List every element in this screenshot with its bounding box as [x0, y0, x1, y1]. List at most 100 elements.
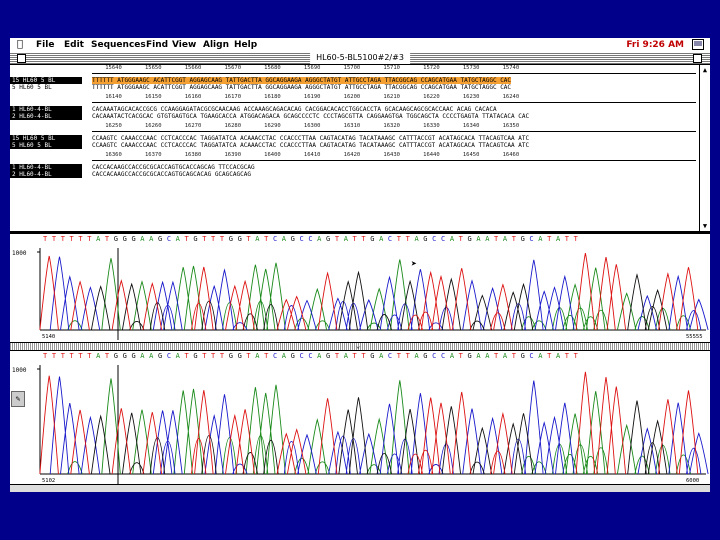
base-call: A [149, 352, 158, 360]
zoom-box-icon[interactable] [693, 54, 702, 63]
base-call: A [175, 352, 185, 360]
base-call: C [308, 352, 318, 360]
base-call: T [564, 235, 574, 243]
base-call: G [157, 235, 167, 243]
base-call: T [264, 235, 273, 243]
alignment-scrollbar[interactable]: ▲ ▼ [699, 65, 710, 231]
base-call: C [432, 352, 441, 360]
base-call: G [423, 235, 433, 243]
sequence-row[interactable]: CCAAGTC CAAACCCAAC CCTCACCCAC TAGGATATCA… [92, 142, 530, 149]
sequence-name[interactable]: 5 HL60 5 BL [12, 84, 52, 91]
position-ruler: 16360 16370 16380 16390 16400 16410 1642… [92, 152, 520, 158]
base-call: T [202, 235, 212, 243]
base-call: A [555, 235, 565, 243]
scroll-up-arrow-icon[interactable]: ▲ [702, 66, 708, 74]
base-call: G [131, 352, 141, 360]
base-call: A [317, 235, 326, 243]
close-box-icon[interactable] [17, 54, 26, 63]
base-call: C [166, 352, 176, 360]
menu-bar:  File Edit Sequences Find View Align He… [10, 38, 710, 53]
sequence-name[interactable]: 15 HL60 5 BL [10, 135, 82, 142]
base-call: T [78, 235, 88, 243]
sequence-name[interactable]: 5 HL60 5 BL [10, 142, 82, 149]
sequence-name[interactable]: 2 HL60-4-BL [10, 171, 82, 178]
base-call: T [405, 235, 415, 243]
base-call: A [281, 235, 291, 243]
panel-divider[interactable] [10, 231, 710, 234]
apple-menu-icon[interactable]:  [17, 39, 23, 50]
menu-align[interactable]: Align [203, 40, 229, 50]
sequence-row[interactable]: CACAAATAGCACACCGCG CCAAGGAGATACGCGCAACAA… [92, 106, 497, 113]
base-call: T [60, 352, 70, 360]
base-call: G [113, 352, 123, 360]
position-ruler: 16140 16150 16160 16170 16180 16190 1620… [92, 94, 520, 100]
sequence-name[interactable]: 1 HL60-4-BL [10, 164, 82, 171]
base-call: A [96, 235, 105, 243]
chromatogram-bottom[interactable]: T T T T T T A T G G G A A G C A T G T T … [10, 351, 710, 484]
base-call: A [538, 352, 548, 360]
sequence-row[interactable]: CCAAGTC CAAACCCAAC CCTCACCCAC TAGGATATCA… [92, 135, 530, 142]
base-call: T [458, 235, 468, 243]
position-ruler: 15640 15650 15660 15670 15680 15690 1570… [92, 65, 520, 71]
trace-a [67, 258, 692, 331]
base-call: A [379, 235, 388, 243]
base-call: A [379, 352, 388, 360]
sequence-row[interactable]: CACCACAAGCCACCGCGCACCAGTGCACCAGCAG TTCCA… [92, 164, 255, 171]
sequence-row[interactable]: TTTTTT ATGGGAAGC ACATTCGGT AGGAGCAAG TAT… [92, 84, 512, 91]
trace-plot[interactable]: 1000 5140 55555 [10, 234, 710, 340]
position-ruler: 16250 16260 16270 16280 16290 16300 1631… [92, 123, 520, 129]
base-call: C [299, 352, 309, 360]
base-call: G [520, 352, 530, 360]
menu-file[interactable]: File [36, 40, 55, 50]
x-axis-end-label: 55555 [686, 334, 703, 340]
base-call: A [449, 352, 459, 360]
window-title-bar[interactable]: HL60-5-BL5100#2/#3 [10, 52, 710, 65]
base-call: A [140, 235, 150, 243]
base-call: G [326, 352, 335, 360]
base-call: T [573, 235, 583, 243]
sequence-row[interactable]: CACCACAAGCCACCGCGCACCAGTGCAGCACAG GCAGCA… [92, 171, 251, 178]
scroll-down-arrow-icon[interactable]: ▼ [702, 222, 708, 230]
chromatogram-splitter[interactable]: ⌄ [10, 342, 710, 351]
base-call: A [485, 235, 495, 243]
base-call: T [43, 352, 52, 360]
base-call: T [87, 235, 97, 243]
base-call: T [60, 235, 70, 243]
base-call: G [520, 235, 530, 243]
menu-sequences[interactable]: Sequences [91, 40, 146, 50]
sequence-row[interactable]: CACAAATACTCACGCAC GTGTGAGTGCA TGAAGCACCA… [92, 113, 530, 120]
splitter-grip-icon[interactable]: ⌄ [356, 342, 361, 350]
tool-palette-icon[interactable]: ✎ [11, 391, 25, 407]
menu-edit[interactable]: Edit [64, 40, 84, 50]
chromatogram-top[interactable]: T T T T T T A T G G G A A G C A T G T T … [10, 234, 710, 340]
sequence-row[interactable]: TTTTTT ATGGGAAGC ACATTCGGT AGGAGCAAG TAT… [92, 77, 696, 84]
selected-sequence-text: TTTTTT ATGGGAAGC ACATTCGGT AGGAGCAAG TAT… [92, 77, 512, 84]
base-call: T [51, 352, 61, 360]
base-call: C [387, 352, 397, 360]
menu-view[interactable]: View [172, 40, 197, 50]
base-call: A [476, 352, 486, 360]
trace-plot[interactable]: 1000 5102 6000 [10, 351, 710, 484]
application-menu-icon[interactable] [692, 39, 704, 50]
y-axis-max-label: 1000 [12, 367, 27, 374]
sequence-name[interactable]: 2 HL60-4-BL [10, 113, 82, 120]
sequence-name[interactable]: 15 HL60 5 BL [10, 77, 82, 84]
base-call: C [440, 235, 450, 243]
sequence-name[interactable]: 1 HL60-4-BL [10, 106, 82, 113]
menu-help[interactable]: Help [234, 40, 258, 50]
base-call: T [104, 352, 114, 360]
base-call: T [211, 235, 220, 243]
base-call: T [334, 352, 344, 360]
trace-c [49, 256, 709, 331]
base-call: C [166, 235, 176, 243]
menu-clock: Fri 9:26 AM [626, 40, 684, 50]
horizontal-scrollbar[interactable] [10, 484, 710, 492]
base-call: A [140, 352, 150, 360]
alignment-panel: 15640 15650 15660 15670 15680 15690 1570… [10, 65, 700, 231]
base-call: A [281, 352, 291, 360]
menu-find[interactable]: Find [146, 40, 169, 50]
base-call: C [440, 352, 450, 360]
base-call: A [555, 352, 565, 360]
base-call: C [272, 235, 282, 243]
window-title: HL60-5-BL5100#2/#3 [310, 52, 410, 64]
